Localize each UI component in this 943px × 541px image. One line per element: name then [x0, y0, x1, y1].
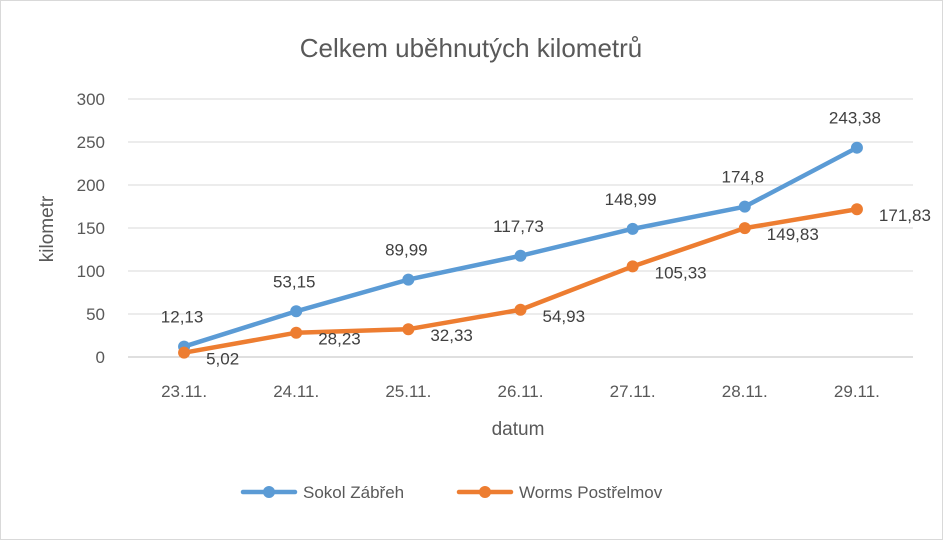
y-tick-label: 250: [77, 133, 105, 152]
data-label: 105,33: [655, 263, 707, 282]
data-label: 53,15: [273, 272, 316, 291]
data-point: [402, 273, 415, 286]
legend: Sokol Zábřeh Worms Postřelmov: [240, 483, 663, 502]
data-label: 174,8: [722, 168, 765, 187]
y-tick-label: 0: [96, 348, 105, 367]
data-point: [290, 326, 303, 339]
data-point: [402, 323, 415, 336]
data-point: [626, 222, 639, 235]
series-group: [178, 141, 863, 359]
y-tick-label: 300: [77, 90, 105, 109]
data-label: 89,99: [385, 241, 428, 260]
y-tick-label: 150: [77, 219, 105, 238]
data-point: [290, 305, 303, 318]
data-label: 28,23: [318, 330, 361, 349]
chart-title: Celkem uběhnutých kilometrů: [300, 33, 643, 63]
data-label: 54,93: [543, 307, 586, 326]
data-label: 171,83: [879, 206, 931, 225]
x-tick-label: 24.11.: [273, 382, 319, 401]
data-point: [626, 260, 639, 273]
data-label: 32,33: [430, 326, 473, 345]
data-label: 12,13: [161, 308, 204, 327]
legend-entry: Worms Postřelmov: [519, 483, 663, 502]
data-labels: 12,13 53,15 89,99 117,73 148,99 174,8 243,38 5,…: [161, 109, 931, 369]
x-tick-label: 28.11.: [722, 382, 768, 401]
gridlines: [128, 98, 913, 358]
y-tick-label: 100: [77, 262, 105, 281]
x-tick-label: 29.11.: [834, 382, 880, 401]
data-label: 243,38: [829, 109, 881, 128]
data-label: 148,99: [605, 190, 657, 209]
data-point: [514, 249, 527, 262]
data-point: [514, 303, 527, 316]
legend-entry: Sokol Zábřeh: [303, 483, 404, 502]
y-axis-ticks: 0 50 100 150 200 250 300: [77, 90, 105, 367]
y-tick-label: 50: [86, 305, 105, 324]
x-tick-label: 26.11.: [497, 382, 543, 401]
data-point: [738, 200, 751, 213]
x-axis-label: datum: [492, 419, 545, 440]
data-point: [850, 141, 863, 154]
x-tick-label: 23.11.: [161, 382, 207, 401]
legend-swatch-marker: [263, 486, 275, 498]
y-tick-label: 200: [77, 176, 105, 195]
data-point: [178, 346, 191, 359]
data-label: 149,83: [767, 225, 819, 244]
y-axis-label: kilometr: [37, 195, 58, 262]
data-point: [850, 203, 863, 216]
legend-swatch-marker: [479, 486, 491, 498]
data-label: 117,73: [493, 217, 544, 236]
x-tick-label: 25.11.: [385, 382, 431, 401]
x-axis-ticks: 23.11. 24.11. 25.11. 26.11. 27.11. 28.11. 29.1…: [161, 382, 880, 401]
data-label: 5,02: [206, 350, 239, 369]
data-point: [738, 222, 751, 235]
x-tick-label: 27.11.: [610, 382, 656, 401]
